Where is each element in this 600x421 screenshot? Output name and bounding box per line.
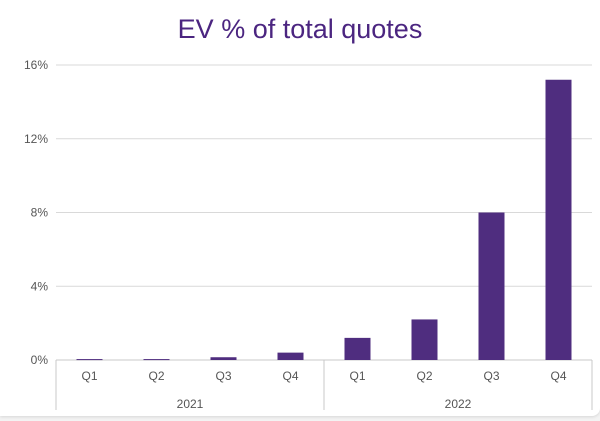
x-tick-label: Q4 [550, 369, 566, 383]
y-tick-label: 4% [31, 279, 49, 293]
x-tick-label: Q3 [215, 369, 231, 383]
bar [545, 79, 572, 360]
bar [344, 337, 371, 360]
y-tick-label: 12% [24, 132, 48, 146]
bar [76, 359, 103, 361]
group-label: 2022 [445, 397, 472, 411]
bar [277, 352, 304, 360]
chart-title: EV % of total quotes [177, 14, 423, 44]
x-tick-label: Q2 [416, 369, 432, 383]
bar [478, 212, 505, 360]
x-tick-label: Q1 [349, 369, 365, 383]
bar [411, 319, 438, 360]
x-tick-label: Q3 [483, 369, 499, 383]
bar [143, 359, 170, 361]
x-tick-label: Q2 [148, 369, 164, 383]
y-tick-label: 16% [24, 58, 48, 72]
bar [210, 357, 237, 360]
y-tick-label: 8% [31, 206, 49, 220]
group-label: 2021 [177, 397, 204, 411]
x-tick-label: Q1 [81, 369, 97, 383]
x-tick-label: Q4 [282, 369, 298, 383]
y-tick-label: 0% [31, 353, 49, 367]
